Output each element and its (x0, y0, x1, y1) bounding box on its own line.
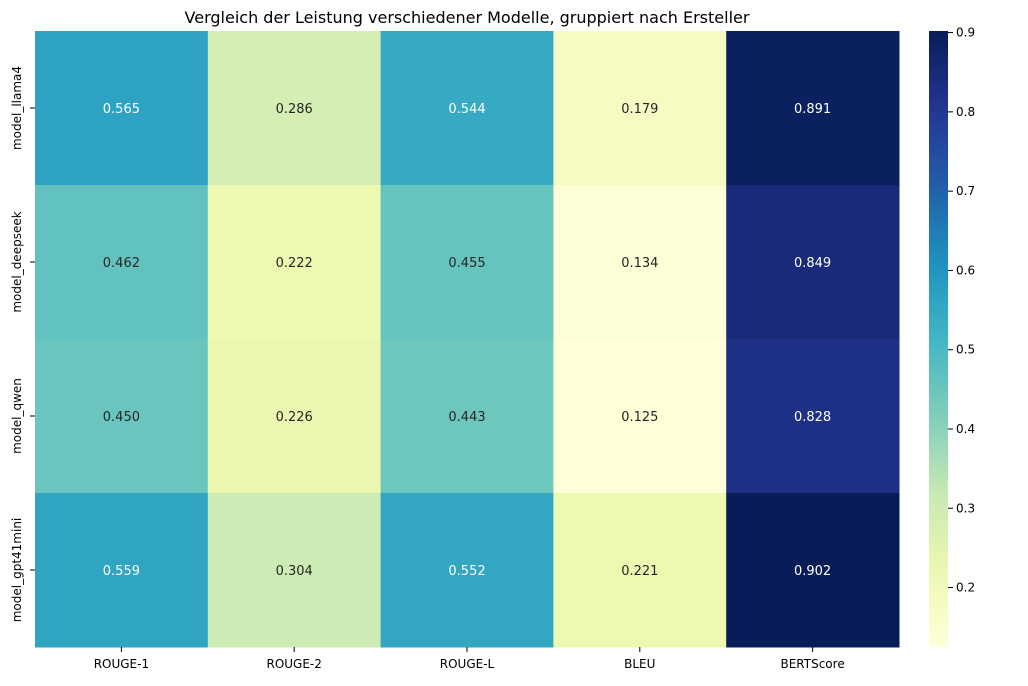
heatmap-cell (35, 493, 209, 648)
x-tick-label: BERTScore (780, 657, 844, 671)
cell-value-label: 0.304 (276, 564, 313, 579)
colorbar-tick-label: 0.3 (956, 501, 975, 515)
heatmap-cell (380, 493, 554, 648)
colorbar-tick-label: 0.4 (956, 422, 975, 436)
heatmap-cell (553, 185, 727, 340)
heatmap-cells (35, 31, 900, 648)
heatmap-cell (207, 339, 382, 494)
heatmap-cell (207, 185, 382, 340)
cell-value-label: 0.226 (276, 410, 313, 425)
cell-value-label: 0.902 (794, 564, 831, 579)
heatmap-cell (726, 339, 900, 494)
x-tick-label: ROUGE-2 (266, 657, 321, 671)
heatmap-cell (35, 185, 209, 340)
heatmap-cell (380, 185, 554, 340)
cell-value-label: 0.544 (448, 102, 485, 117)
heatmap-cell (553, 339, 727, 494)
cell-value-label: 0.125 (621, 410, 658, 425)
cell-value-label: 0.455 (448, 256, 485, 271)
heatmap-cell (35, 31, 209, 186)
heatmap-cell (726, 31, 900, 186)
heatmap-cell (207, 493, 382, 648)
colorbar-tick-label: 0.7 (956, 184, 975, 198)
cell-value-label: 0.891 (794, 102, 831, 117)
cell-value-label: 0.134 (621, 256, 658, 271)
cell-value-label: 0.286 (276, 102, 313, 117)
heatmap-cell (553, 493, 727, 648)
cell-value-label: 0.179 (621, 102, 658, 117)
cell-value-label: 0.222 (276, 256, 313, 271)
colorbar-tick-label: 0.5 (956, 343, 975, 357)
cell-value-label: 0.552 (448, 564, 485, 579)
cell-value-label: 0.849 (794, 256, 831, 271)
heatmap-cell (726, 185, 900, 340)
colorbar: 0.2 0.3 0.4 0.5 0.6 0.7 0.8 0.9 (929, 26, 975, 647)
y-tick-label: model_gpt41mini (10, 518, 24, 623)
y-tick-label: model_llama4 (10, 66, 24, 150)
y-axis: model_llama4 model_deepseek model_qwenmode… (10, 66, 35, 622)
x-tick-label: ROUGE-1 (94, 657, 149, 671)
cell-value-label: 0.443 (448, 410, 485, 425)
cell-value-label: 0.221 (621, 564, 658, 579)
heatmap-cell (35, 339, 209, 494)
cell-value-labels: 0.565 0.286 0.544 0.179 0.891 0.462 0.222 0.455… (103, 102, 831, 579)
heatmap-cell (380, 339, 554, 494)
heatmap-cell (380, 31, 554, 186)
y-tick-label: model_qwen (10, 378, 24, 454)
cell-value-label: 0.559 (103, 564, 140, 579)
chart-title: Vergleich der Leistung verschiedener Mod… (185, 8, 750, 27)
colorbar-tick-label: 0.8 (956, 105, 975, 119)
cell-value-label: 0.450 (103, 410, 140, 425)
cell-value-label: 0.828 (794, 410, 831, 425)
cell-value-label: 0.565 (103, 102, 140, 117)
heatmap-cell (726, 493, 900, 648)
colorbar-tick-label: 0.6 (956, 263, 975, 277)
y-tick-label: model_deepseek (10, 211, 24, 312)
colorbar-tick-label: 0.2 (956, 581, 975, 595)
cell-value-label: 0.462 (103, 256, 140, 271)
colorbar-tick-label: 0.9 (956, 26, 975, 40)
colorbar-gradient (929, 31, 948, 647)
heatmap-cell (553, 31, 727, 186)
x-tick-label: ROUGE-L (440, 657, 495, 671)
heatmap-cell (207, 31, 382, 186)
x-tick-label: BLEU (624, 657, 655, 671)
x-axis: ROUGE-1 ROUGE-2 ROUGE-L BLEU BERTScore (94, 647, 845, 671)
